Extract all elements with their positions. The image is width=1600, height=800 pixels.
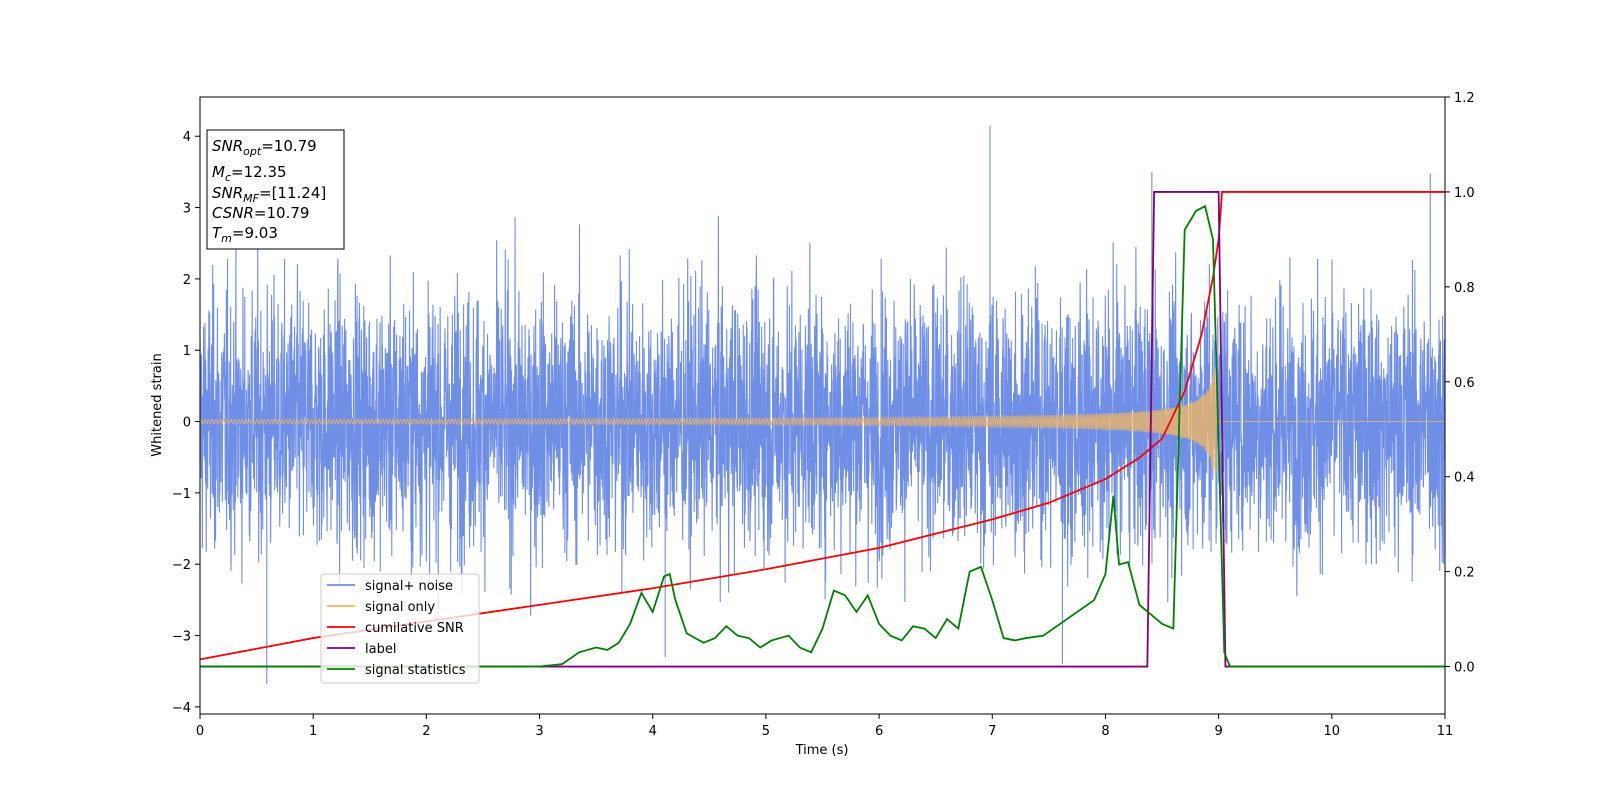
y-left-tick-label-1: −3 <box>172 630 191 645</box>
legend-label-signal-plus-noise: signal+ noise <box>365 579 453 594</box>
legend-label-label: label <box>365 642 396 657</box>
info-line-tm: Tm=9.03 <box>212 224 278 245</box>
y-right-tick-label-6: 1.2 <box>1454 91 1475 106</box>
plot-area <box>200 125 1445 685</box>
x-axis-label: Time (s) <box>795 743 849 758</box>
info-box-frame <box>206 129 345 250</box>
series-signal-only <box>200 368 1445 476</box>
x-tick-label-4: 4 <box>649 724 657 739</box>
info-line-snr-opt: SNRopt=10.79 <box>212 137 317 158</box>
y-axis-label: Whitened strain <box>150 353 165 456</box>
y-right-tick-label-5: 1.0 <box>1454 186 1475 201</box>
legend-frame <box>320 573 480 684</box>
x-tick-label-6: 6 <box>875 724 883 739</box>
y-left-tick-label-3: −1 <box>172 487 191 502</box>
y-axis-right: 0.0 0.2 0.4 0.6 0.8 1.0 1.2 <box>1445 91 1475 676</box>
y-right-tick-label-1: 0.2 <box>1454 566 1475 581</box>
plot-frame <box>199 96 1446 715</box>
legend-label-signal-only: signal only <box>365 600 435 615</box>
series-signal-statistics <box>200 204 1445 668</box>
y-right-tick-label-0: 0.0 <box>1454 661 1475 676</box>
legend: signal+ noise signal only cumilative SNR… <box>320 573 480 684</box>
x-tick-label-1: 1 <box>309 724 317 739</box>
y-left-tick-label-7: 3 <box>183 202 191 217</box>
y-left-tick-label-0: −4 <box>172 701 191 716</box>
y-left-tick-label-8: 4 <box>183 130 191 145</box>
info-line-snr-mf: SNRMF=[11.24] <box>212 184 326 205</box>
x-tick-label-9: 9 <box>1214 724 1222 739</box>
legend-label-signal-statistics: signal statistics <box>365 663 466 678</box>
y-right-tick-label-3: 0.6 <box>1454 376 1475 391</box>
y-left-tick-label-5: 1 <box>183 344 191 359</box>
y-right-tick-label-4: 0.8 <box>1454 281 1475 296</box>
x-tick-label-3: 3 <box>535 724 543 739</box>
x-tick-label-2: 2 <box>422 724 430 739</box>
y-left-tick-label-6: 2 <box>183 273 191 288</box>
info-line-csnr: CSNR=10.79 <box>212 204 309 222</box>
x-tick-label-8: 8 <box>1101 724 1109 739</box>
x-axis: 0 1 2 3 4 5 6 7 8 9 10 11 <box>196 714 1453 739</box>
x-tick-label-5: 5 <box>762 724 770 739</box>
y-right-tick-label-2: 0.4 <box>1454 471 1475 486</box>
x-tick-label-10: 10 <box>1324 724 1341 739</box>
y-left-tick-label-4: 0 <box>183 416 191 431</box>
info-line-mc: Mc=12.35 <box>212 163 287 184</box>
legend-label-cumilative-snr: cumilative SNR <box>365 621 464 636</box>
y-axis-left: −4 −3 −2 −1 0 1 2 3 4 <box>172 130 200 716</box>
x-tick-label-0: 0 <box>196 724 204 739</box>
x-tick-label-11: 11 <box>1437 724 1454 739</box>
x-tick-label-7: 7 <box>988 724 996 739</box>
info-box: SNRopt=10.79 Mc=12.35 SNRMF=[11.24] CSNR… <box>206 129 345 250</box>
y-left-tick-label-2: −2 <box>172 558 191 573</box>
